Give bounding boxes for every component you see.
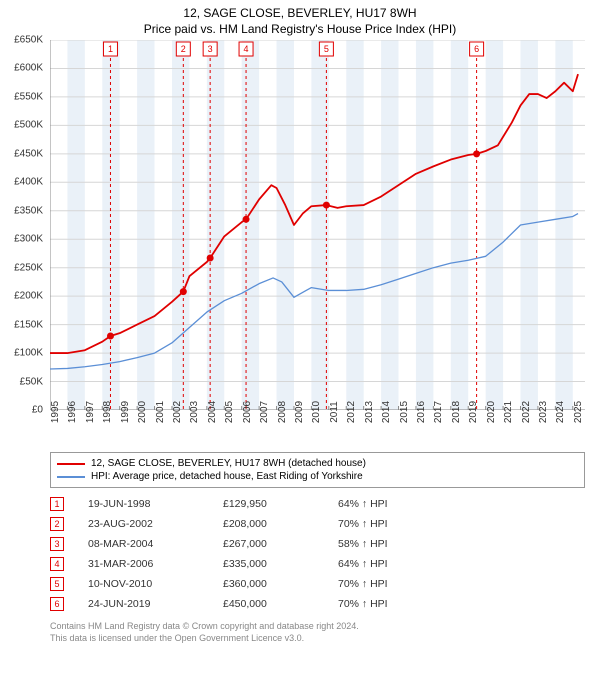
legend-label: HPI: Average price, detached house, East… [91,471,363,482]
footer-attribution: Contains HM Land Registry data © Crown c… [50,620,585,644]
chart-title-subtitle: Price paid vs. HM Land Registry's House … [0,22,600,36]
sales-row: 2 23-AUG-2002£208,00070% ↑ HPI [50,514,585,534]
x-tick-label: 2000 [137,401,148,423]
sale-marker-badge: 4 [50,557,64,571]
x-tick-label: 2006 [242,401,253,423]
x-tick-label: 1999 [120,401,131,423]
x-tick-label: 2016 [416,401,427,423]
y-tick-label: £200K [14,291,43,302]
chart-svg: 1 2 3 4 5 6 [50,40,585,410]
x-tick-label: 2021 [503,401,514,423]
x-tick-label: 2023 [538,401,549,423]
x-tick-label: 2004 [207,401,218,423]
sales-table: 119-JUN-1998£129,95064% ↑ HPI223-AUG-200… [50,494,585,614]
y-tick-label: £350K [14,205,43,216]
x-tick-label: 1996 [67,401,78,423]
x-tick-label: 2002 [172,401,183,423]
y-tick-label: £150K [14,319,43,330]
sale-marker-badge: 3 [50,537,64,551]
x-tick-label: 1998 [102,401,113,423]
y-tick-label: £600K [14,63,43,74]
y-tick-label: £100K [14,348,43,359]
sale-delta: 64% ↑ HPI [338,498,585,510]
y-tick-label: £50K [20,376,43,387]
x-tick-label: 2009 [294,401,305,423]
legend-swatch [57,476,85,478]
sale-price: £360,000 [223,578,338,590]
x-tick-label: 2015 [399,401,410,423]
chart-plot-area: £0£50K£100K£150K£200K£250K£300K£350K£400… [50,40,585,410]
legend-label: 12, SAGE CLOSE, BEVERLEY, HU17 8WH (deta… [91,458,366,469]
sale-price: £335,000 [223,558,338,570]
sale-delta: 70% ↑ HPI [338,598,585,610]
chart-title-address: 12, SAGE CLOSE, BEVERLEY, HU17 8WH [0,6,600,20]
x-tick-label: 2019 [468,401,479,423]
footer-line1: Contains HM Land Registry data © Crown c… [50,620,585,632]
x-tick-label: 2001 [155,401,166,423]
y-tick-label: £300K [14,234,43,245]
y-tick-label: £550K [14,91,43,102]
x-tick-label: 2008 [277,401,288,423]
svg-text:6: 6 [474,44,479,54]
x-tick-label: 2005 [224,401,235,423]
chart-title-block: 12, SAGE CLOSE, BEVERLEY, HU17 8WH Price… [0,0,600,40]
sale-delta: 64% ↑ HPI [338,558,585,570]
x-tick-label: 2018 [451,401,462,423]
svg-text:2: 2 [181,44,186,54]
y-tick-label: £250K [14,262,43,273]
sales-row: 5 10-NOV-2010£360,00070% ↑ HPI [50,574,585,594]
svg-text:1: 1 [108,44,113,54]
y-tick-label: £650K [14,35,43,46]
x-tick-label: 2017 [433,401,444,423]
legend-swatch [57,463,85,465]
sale-marker-badge: 5 [50,577,64,591]
sale-date: 10-NOV-2010 [88,578,223,590]
sale-delta: 58% ↑ HPI [338,538,585,550]
sale-date: 19-JUN-1998 [88,498,223,510]
y-tick-label: £500K [14,120,43,131]
sale-marker-badge: 6 [50,597,64,611]
y-tick-label: £450K [14,148,43,159]
footer-line2: This data is licensed under the Open Gov… [50,632,585,644]
x-tick-label: 2007 [259,401,270,423]
svg-text:3: 3 [208,44,213,54]
y-tick-label: £400K [14,177,43,188]
svg-text:5: 5 [324,44,329,54]
sales-row: 3 08-MAR-2004£267,00058% ↑ HPI [50,534,585,554]
sale-delta: 70% ↑ HPI [338,518,585,530]
y-axis: £0£50K£100K£150K£200K£250K£300K£350K£400… [0,40,45,410]
x-tick-label: 2003 [189,401,200,423]
svg-text:4: 4 [244,44,249,54]
x-tick-label: 2024 [555,401,566,423]
x-tick-label: 2011 [329,401,340,423]
sales-row: 6 24-JUN-2019£450,00070% ↑ HPI [50,594,585,614]
x-tick-label: 2013 [364,401,375,423]
x-tick-label: 2014 [381,401,392,423]
sale-date: 24-JUN-2019 [88,598,223,610]
y-tick-label: £0 [32,405,43,416]
sales-row: 4 31-MAR-2006£335,00064% ↑ HPI [50,554,585,574]
legend-item: 12, SAGE CLOSE, BEVERLEY, HU17 8WH (deta… [57,457,578,470]
sale-price: £129,950 [223,498,338,510]
x-tick-label: 1997 [85,401,96,423]
sale-price: £208,000 [223,518,338,530]
x-tick-label: 2020 [486,401,497,423]
sale-price: £267,000 [223,538,338,550]
x-tick-label: 1995 [50,401,61,423]
sale-date: 23-AUG-2002 [88,518,223,530]
sale-date: 08-MAR-2004 [88,538,223,550]
x-axis: 1995199619971998199920002001200220032004… [50,410,585,448]
sale-date: 31-MAR-2006 [88,558,223,570]
x-tick-label: 2022 [521,401,532,423]
x-tick-label: 2025 [573,401,584,423]
sale-price: £450,000 [223,598,338,610]
sales-row: 1 19-JUN-1998£129,95064% ↑ HPI [50,494,585,514]
x-tick-label: 2012 [346,401,357,423]
x-tick-label: 2010 [311,401,322,423]
sale-delta: 70% ↑ HPI [338,578,585,590]
legend: 12, SAGE CLOSE, BEVERLEY, HU17 8WH (deta… [50,452,585,488]
legend-item: HPI: Average price, detached house, East… [57,470,578,483]
sale-marker-badge: 1 [50,497,64,511]
sale-marker-badge: 2 [50,517,64,531]
